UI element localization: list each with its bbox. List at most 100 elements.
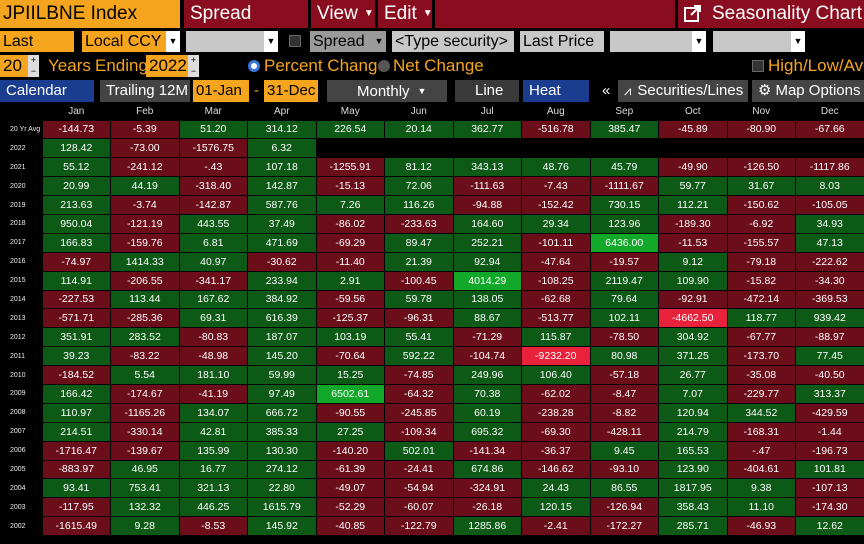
heat-cell[interactable]: -90.55 [315, 402, 385, 423]
heat-cell[interactable]: -571.71 [41, 308, 111, 329]
blank-field-3[interactable] [713, 31, 791, 52]
heat-cell[interactable]: -34.30 [795, 270, 864, 291]
heat-cell[interactable]: 502.01 [384, 440, 454, 461]
heat-cell[interactable]: 138.05 [452, 289, 522, 310]
heat-cell[interactable]: 55.41 [384, 327, 454, 348]
heat-cell[interactable]: 114.91 [41, 270, 111, 291]
heat-cell[interactable]: 120.15 [521, 497, 591, 518]
heat-cell[interactable]: -70.64 [315, 346, 385, 367]
heat-cell[interactable] [521, 138, 591, 159]
heat-cell[interactable]: -117.95 [41, 497, 111, 518]
price-field-1[interactable]: Last Price [0, 31, 74, 71]
heat-cell[interactable]: 123.96 [589, 213, 659, 234]
heat-cell[interactable]: -7.43 [521, 176, 591, 197]
heat-cell[interactable]: 2119.47 [589, 270, 659, 291]
heat-cell[interactable]: -46.93 [726, 516, 796, 537]
line-view-button[interactable]: Line [455, 80, 519, 102]
heat-cell[interactable]: 358.43 [658, 497, 728, 518]
heat-cell[interactable]: -86.02 [315, 213, 385, 234]
heat-cell[interactable]: -184.52 [41, 365, 111, 385]
heat-cell[interactable]: -285.36 [110, 308, 180, 329]
frequency-select[interactable]: Monthly ▼ [327, 80, 447, 102]
heat-cell[interactable]: 42.81 [178, 421, 248, 442]
heat-cell[interactable]: 165.53 [658, 440, 728, 461]
heat-cell[interactable]: 120.94 [658, 402, 728, 423]
heat-cell[interactable]: -241.12 [110, 157, 180, 178]
heat-cell[interactable]: -59.56 [315, 289, 385, 310]
heat-cell[interactable]: 166.83 [41, 232, 111, 253]
heat-cell[interactable]: 102.11 [589, 308, 659, 329]
heat-cell[interactable]: 44.19 [110, 176, 180, 197]
heat-cell[interactable]: 274.12 [247, 459, 317, 480]
heat-cell[interactable]: 753.41 [110, 478, 180, 499]
heat-cell[interactable]: 283.52 [110, 327, 180, 348]
heat-cell[interactable]: 351.91 [41, 327, 111, 348]
dropdown-icon[interactable]: ▼ [791, 31, 805, 52]
heat-cell[interactable]: 1414.33 [110, 251, 180, 272]
net-change-radio[interactable] [378, 60, 390, 72]
heat-cell[interactable]: -4662.50 [658, 308, 728, 329]
heat-cell[interactable]: 950.04 [41, 213, 111, 234]
heat-cell[interactable]: -3.74 [110, 195, 180, 215]
heat-cell[interactable]: 112.21 [658, 195, 728, 215]
heat-cell[interactable]: -206.55 [110, 270, 180, 291]
heat-cell[interactable]: -60.07 [384, 497, 454, 518]
heat-cell[interactable]: -172.27 [589, 516, 659, 537]
high-low-avg-checkbox[interactable] [752, 60, 764, 72]
heat-cell[interactable]: 37.49 [247, 213, 317, 234]
view-menu[interactable]: View ▼ [311, 0, 375, 28]
heat-cell[interactable]: -369.53 [795, 289, 864, 310]
heat-cell[interactable]: -80.83 [178, 327, 248, 348]
heat-cell[interactable]: 77.45 [795, 346, 864, 367]
heat-cell[interactable]: -8.47 [589, 383, 659, 404]
heat-cell[interactable]: 8.03 [795, 176, 864, 197]
heat-cell[interactable]: 59.77 [658, 176, 728, 197]
heat-cell[interactable]: -155.57 [726, 232, 796, 253]
trailing-12m-tab[interactable]: Trailing 12M [100, 80, 190, 102]
heat-cell[interactable]: 88.67 [452, 308, 522, 329]
spread-builder-menu[interactable]: Spread Builder [184, 0, 308, 52]
heat-cell[interactable]: -15.82 [726, 270, 796, 291]
heat-cell[interactable]: 1615.79 [247, 497, 317, 518]
heat-cell[interactable]: -104.74 [452, 346, 522, 367]
heat-cell[interactable]: 167.62 [178, 289, 248, 310]
heat-cell[interactable]: 666.72 [247, 402, 317, 423]
heat-cell[interactable]: -513.77 [521, 308, 591, 329]
map-options-button[interactable]: ⚙ Map Options [752, 80, 864, 102]
heat-cell[interactable]: 371.25 [658, 346, 728, 367]
heat-cell[interactable]: 6502.61 [315, 383, 385, 404]
heat-cell[interactable] [658, 138, 728, 159]
heat-cell[interactable]: -2.41 [521, 516, 591, 537]
heat-cell[interactable]: 115.87 [521, 327, 591, 348]
start-date-input[interactable]: 01-Jan [193, 80, 249, 102]
currency-select[interactable]: Local CCY [82, 31, 166, 52]
heat-cell[interactable]: 214.51 [41, 421, 111, 442]
heat-cell[interactable]: 313.37 [795, 383, 864, 404]
heat-cell[interactable]: -92.91 [658, 289, 728, 310]
end-year-stepper[interactable]: + − [188, 55, 199, 77]
heat-cell[interactable]: 5.54 [110, 365, 180, 385]
heat-cell[interactable]: 89.47 [384, 232, 454, 253]
heat-cell[interactable]: 7.07 [658, 383, 728, 404]
heat-cell[interactable]: -5.39 [110, 119, 180, 140]
heat-cell[interactable]: -429.59 [795, 402, 864, 423]
heat-cell[interactable]: -168.31 [726, 421, 796, 442]
heat-cell[interactable]: -245.85 [384, 402, 454, 423]
heat-cell[interactable]: 471.69 [247, 232, 317, 253]
heat-cell[interactable]: 142.87 [247, 176, 317, 197]
heat-cell[interactable]: -36.37 [521, 440, 591, 461]
heat-cell[interactable]: 48.76 [521, 157, 591, 178]
heat-cell[interactable]: 135.99 [178, 440, 248, 461]
heat-cell[interactable]: 166.42 [41, 383, 111, 404]
heat-cell[interactable]: -96.31 [384, 308, 454, 329]
heat-cell[interactable]: -62.02 [521, 383, 591, 404]
heat-cell[interactable] [726, 138, 796, 159]
heat-cell[interactable]: -146.62 [521, 459, 591, 480]
heat-cell[interactable]: -26.18 [452, 497, 522, 518]
heat-cell[interactable] [315, 138, 385, 159]
heat-cell[interactable]: -125.37 [315, 308, 385, 329]
heat-cell[interactable]: 46.95 [110, 459, 180, 480]
heat-map-view-button[interactable]: Heat Map [523, 80, 589, 121]
heat-cell[interactable]: 29.34 [521, 213, 591, 234]
heat-cell[interactable]: 145.20 [247, 346, 317, 367]
